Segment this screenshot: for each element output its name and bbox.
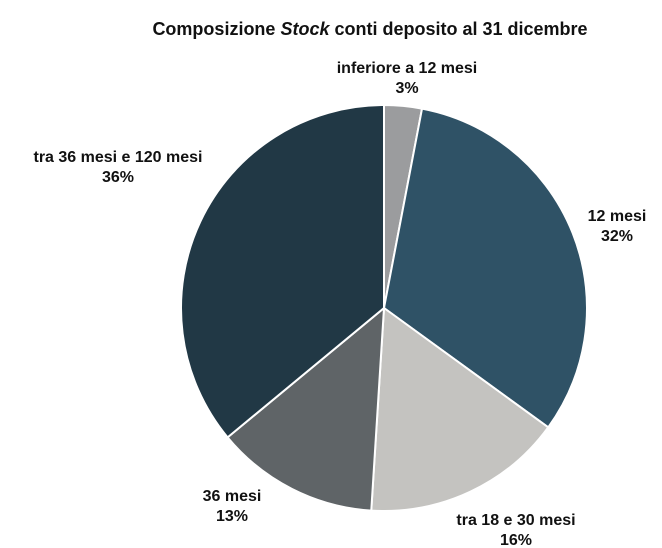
pie-slice (180, 103, 385, 439)
slice-label: tra 18 e 30 mesi (456, 512, 575, 529)
slice-label: inferiore a 12 mesi (337, 60, 478, 77)
title-part: conti deposito al 31 dicembre (329, 19, 587, 39)
slice-value: 3% (395, 80, 418, 97)
title-part: Stock (280, 19, 330, 39)
pie-slice (226, 305, 386, 512)
chart-title: Composizione Stock conti deposito al 31 … (152, 19, 587, 39)
slice-label: 36 mesi (203, 488, 262, 505)
slice-value: 32% (601, 228, 633, 245)
slice-value: 13% (216, 508, 248, 525)
pie-slice (382, 107, 588, 429)
slice-value: 16% (500, 532, 532, 548)
title-part: Composizione (152, 19, 280, 39)
pie-slice (370, 306, 550, 512)
slice-label: 12 mesi (588, 208, 647, 225)
slice-label: tra 36 mesi e 120 mesi (33, 149, 202, 166)
slice-value: 36% (102, 169, 134, 186)
